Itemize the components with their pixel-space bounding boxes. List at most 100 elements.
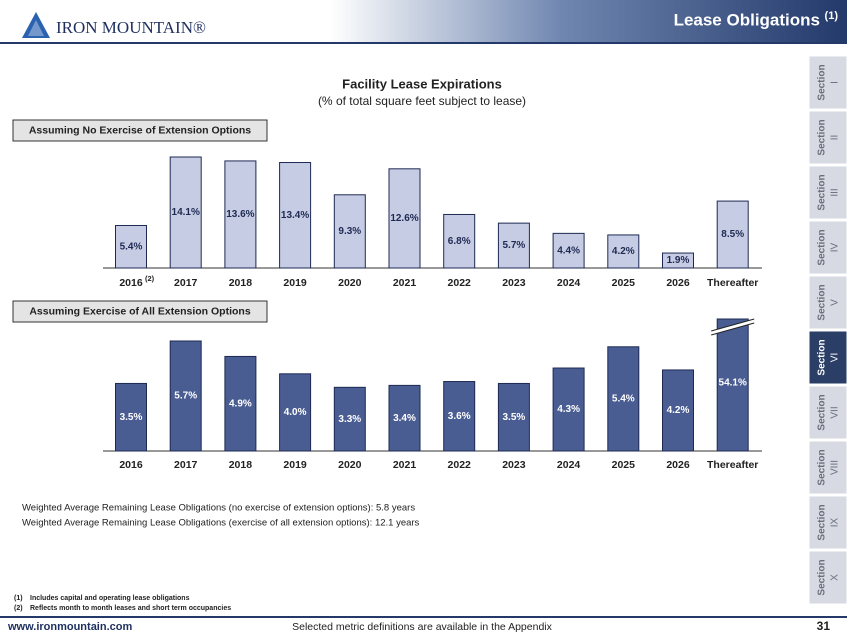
value-label: 13.6% — [226, 209, 254, 220]
logo-icon-inner — [28, 20, 44, 36]
x-tick-label: 2022 — [448, 277, 472, 289]
x-tick-label: 2020 — [338, 277, 362, 289]
bar — [169, 156, 202, 269]
footer-text: Selected metric definitions are availabl… — [292, 621, 552, 633]
logo-text: IRON MOUNTAIN® — [56, 18, 206, 37]
section-tab-label: Section IX — [817, 504, 841, 540]
section-tab — [808, 440, 847, 495]
header-band — [330, 0, 847, 42]
value-label: 12.6% — [390, 213, 418, 224]
section-tab-text: Section — [817, 284, 828, 320]
chart-label: Assuming No Exercise of Extension Option… — [29, 124, 251, 136]
bar — [224, 355, 257, 452]
footnote-marker: (2) — [14, 605, 23, 612]
slide-title-note: (1) — [825, 10, 839, 22]
section-tab — [808, 220, 847, 275]
bar — [497, 222, 530, 269]
x-tick-label: 2025 — [612, 277, 636, 289]
value-label: 3.5% — [120, 412, 143, 423]
section-tab-numeral: X — [830, 574, 841, 581]
section-tab-label: Section VIII — [817, 449, 841, 485]
bar — [716, 318, 749, 452]
section-tab-numeral: IX — [830, 517, 841, 527]
footer-website: www.ironmountain.com — [7, 621, 132, 633]
section-tab-numeral: V — [830, 299, 841, 306]
section-tab-text: Section — [817, 559, 828, 595]
note: Weighted Average Remaining Lease Obligat… — [22, 518, 420, 529]
axis-break — [711, 319, 755, 335]
x-tick-label: 2020 — [338, 459, 362, 471]
section-tab — [808, 385, 847, 440]
figure-subtitle: (% of total square feet subject to lease… — [318, 94, 526, 108]
section-tab-label: Section V — [817, 284, 841, 320]
section-tab-numeral: VIII — [830, 460, 841, 475]
chart-label-box — [12, 300, 268, 323]
section-tab — [808, 55, 847, 110]
section-tab-numeral: III — [830, 188, 841, 196]
x-tick-label: 2017 — [174, 459, 198, 471]
bar — [279, 162, 312, 269]
section-tab-label: Section I — [817, 64, 841, 100]
x-tick-note: (2) — [145, 274, 155, 283]
section-tab — [808, 495, 847, 550]
value-label: 4.0% — [284, 407, 307, 418]
footnote-marker: (1) — [14, 595, 23, 602]
x-tick-label: 2016 — [119, 277, 143, 289]
x-tick-label: 2018 — [229, 459, 253, 471]
bar — [662, 369, 694, 452]
axis-break-line — [711, 318, 755, 332]
x-tick-label: 2021 — [393, 459, 417, 471]
x-tick-label: 2026 — [666, 277, 690, 289]
bar — [607, 234, 640, 269]
x-tick-label: 2018 — [229, 277, 253, 289]
section-tab — [808, 550, 847, 605]
section-tab-text: Section — [817, 229, 828, 265]
bar — [333, 386, 366, 452]
section-tab-numeral: VII — [830, 406, 841, 418]
value-label: 3.4% — [393, 413, 416, 424]
section-tab-label: Section III — [817, 174, 841, 210]
footnote: Reflects month to month leases and short… — [30, 605, 231, 612]
axis-break-line — [711, 322, 755, 336]
value-label: 3.3% — [338, 414, 361, 425]
bar — [169, 340, 202, 452]
section-tab-text: Section — [817, 449, 828, 485]
x-tick-label: 2022 — [448, 459, 472, 471]
bar — [497, 382, 530, 452]
chart-label: Assuming Exercise of All Extension Optio… — [29, 305, 250, 317]
bar — [716, 200, 749, 269]
section-tab-numeral: VI — [830, 353, 841, 362]
value-label: 3.5% — [503, 412, 526, 423]
note: Weighted Average Remaining Lease Obligat… — [22, 503, 415, 514]
section-tab-label: Section VI — [817, 339, 841, 375]
bar — [552, 232, 585, 269]
x-tick-label: 2023 — [502, 459, 526, 471]
value-label: 5.7% — [174, 391, 197, 402]
section-tab — [808, 110, 847, 165]
slide-title: Lease Obligations — [674, 10, 820, 29]
section-tab-text: Section — [817, 174, 828, 210]
figure-title: Facility Lease Expirations — [342, 76, 502, 91]
bar — [115, 224, 147, 269]
x-tick-label: 2017 — [174, 277, 198, 289]
value-label: 5.4% — [612, 394, 635, 405]
value-label: 4.9% — [229, 398, 252, 409]
value-label: 8.5% — [721, 229, 744, 240]
section-tab-text: Section — [817, 339, 828, 375]
value-label: 3.6% — [448, 411, 471, 422]
x-tick-label: Thereafter — [707, 277, 758, 289]
bar — [552, 367, 585, 452]
value-label: 54.1% — [719, 377, 747, 388]
section-tab-label: Section X — [817, 559, 841, 595]
section-tab-numeral: I — [830, 81, 841, 84]
section-tab-label: Section II — [817, 119, 841, 155]
value-label: 13.4% — [281, 210, 309, 221]
bar — [388, 384, 421, 452]
value-label: 4.4% — [557, 245, 580, 256]
value-label: 4.3% — [557, 404, 580, 415]
section-tab-text: Section — [817, 504, 828, 540]
x-tick-label: 2016 — [119, 459, 143, 471]
section-tab — [808, 330, 847, 385]
x-tick-label: 2021 — [393, 277, 417, 289]
section-tab-label: Section VII — [817, 394, 841, 430]
